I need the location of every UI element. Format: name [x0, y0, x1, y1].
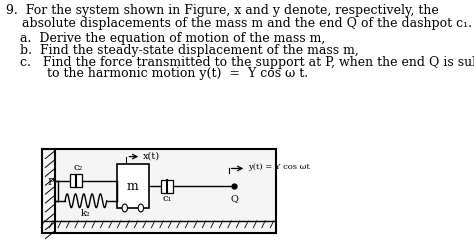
Text: k₂: k₂ [81, 209, 91, 218]
Text: absolute displacements of the mass m and the end Q of the dashpot c₁.: absolute displacements of the mass m and… [6, 17, 472, 30]
Bar [161, 180, 173, 193]
Text: b.  Find the steady-state displacement of the mass m,: b. Find the steady-state displacement of… [20, 44, 359, 57]
Text: P: P [47, 178, 54, 187]
Text: Q: Q [231, 194, 239, 203]
Text: y(t) = Y cos ωt: y(t) = Y cos ωt [248, 163, 310, 172]
Text: m: m [127, 180, 139, 193]
Bar [117, 165, 149, 208]
Text: c₂: c₂ [73, 163, 82, 172]
Text: c.   Find the force transmitted to the support at P, when the end Q is subjected: c. Find the force transmitted to the sup… [20, 56, 474, 69]
Text: c₁: c₁ [162, 194, 172, 203]
Circle shape [122, 204, 128, 212]
Bar [70, 174, 82, 187]
Text: x(t): x(t) [143, 151, 160, 160]
Text: 9.  For the system shown in Figure, x and y denote, respectively, the: 9. For the system shown in Figure, x and… [6, 4, 439, 17]
Bar [42, 149, 276, 233]
Circle shape [138, 204, 144, 212]
Text: to the harmonic motion y(t)  =  Y cos ω t.: to the harmonic motion y(t) = Y cos ω t. [27, 67, 308, 80]
Text: a.  Derive the equation of motion of the mass m,: a. Derive the equation of motion of the … [20, 32, 326, 45]
